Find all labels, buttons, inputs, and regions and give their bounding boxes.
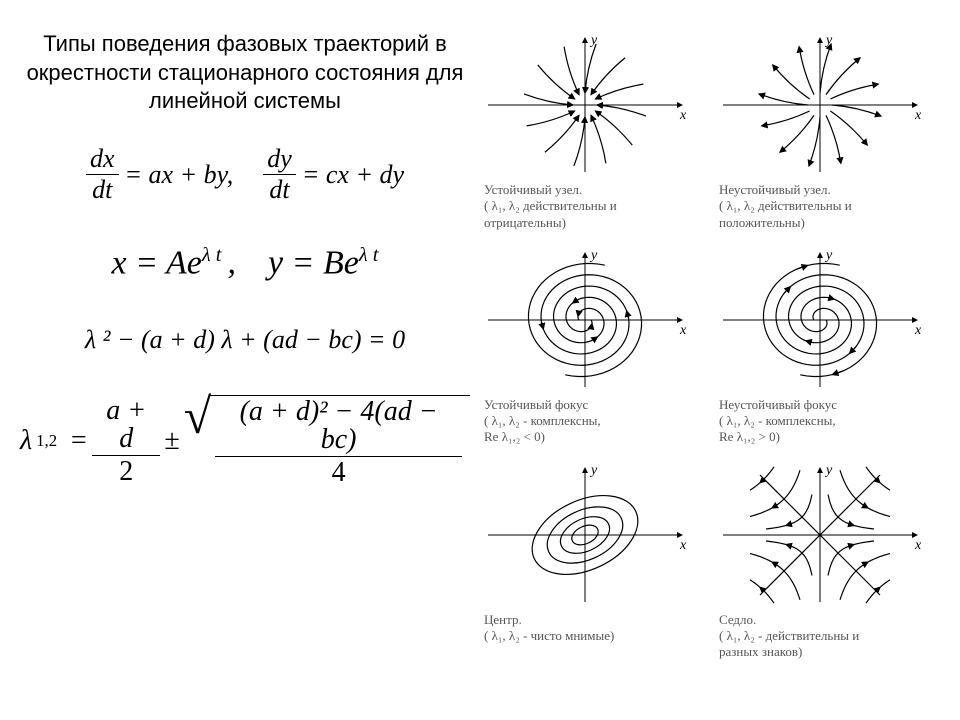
portrait-unstable-focus: xy [715,245,925,395]
caption-stable-node: Устойчивый узел. ( λ₁, λ₂ действительны … [480,180,705,237]
cell-saddle: xy Седло. ( λ₁, λ₂ - действительны и раз… [715,460,940,667]
svg-text:y: y [589,33,598,48]
equation-characteristic: λ ² − (a + d) λ + (ad − bc) = 0 [85,324,405,355]
cell-stable-node: xy Устойчивый узел. ( λ₁, λ₂ действитель… [480,30,705,237]
svg-text:x: x [914,538,922,553]
svg-text:x: x [914,323,922,338]
cell-unstable-focus: xy Неустойчивый фокус ( λ₁, λ₂ - комплек… [715,245,940,452]
portrait-stable-node: xy [480,30,690,180]
svg-text:y: y [589,463,598,478]
svg-text:y: y [824,463,833,478]
caption-stable-focus: Устойчивый фокус ( λ₁, λ₂ - комплексны, … [480,395,705,452]
svg-text:y: y [824,33,833,48]
portrait-stable-focus: xy [480,245,690,395]
svg-text:x: x [679,538,687,553]
svg-text:x: x [914,108,922,123]
svg-text:y: y [824,248,833,263]
caption-center: Центр. ( λ₁, λ₂ - чисто мнимые) [480,610,705,651]
svg-text:y: y [589,248,598,263]
phase-portrait-grid: xy Устойчивый узел. ( λ₁, λ₂ действитель… [480,30,940,674]
portrait-saddle: xy [715,460,925,610]
equation-system: dxdt = ax + by, dydt = cx + dy [86,146,404,203]
equation-roots: λ 1,2 = a + d2 ± √ (a + d)² − 4(ad − bc)… [20,395,470,487]
caption-unstable-node: Неустойчивый узел. ( λ₁, λ₂ действительн… [715,180,940,237]
cell-unstable-node: xy Неустойчивый узел. ( λ₁, λ₂ действите… [715,30,940,237]
cell-stable-focus: xy Устойчивый фокус ( λ₁, λ₂ - комплексн… [480,245,705,452]
main-title: Типы поведения фазовых траекторий в окре… [20,30,470,116]
svg-text:x: x [679,323,687,338]
caption-saddle: Седло. ( λ₁, λ₂ - действительны и разных… [715,610,940,667]
caption-unstable-focus: Неустойчивый фокус ( λ₁, λ₂ - комплексны… [715,395,940,452]
portrait-center: xy [480,460,690,610]
cell-center: xy Центр. ( λ₁, λ₂ - чисто мнимые) [480,460,705,667]
portrait-unstable-node: xy [715,30,925,180]
equation-solution: x = Aeλ t , y = Beλ t [112,243,379,284]
svg-text:x: x [679,108,687,123]
left-column: Типы поведения фазовых траекторий в окре… [20,30,470,674]
